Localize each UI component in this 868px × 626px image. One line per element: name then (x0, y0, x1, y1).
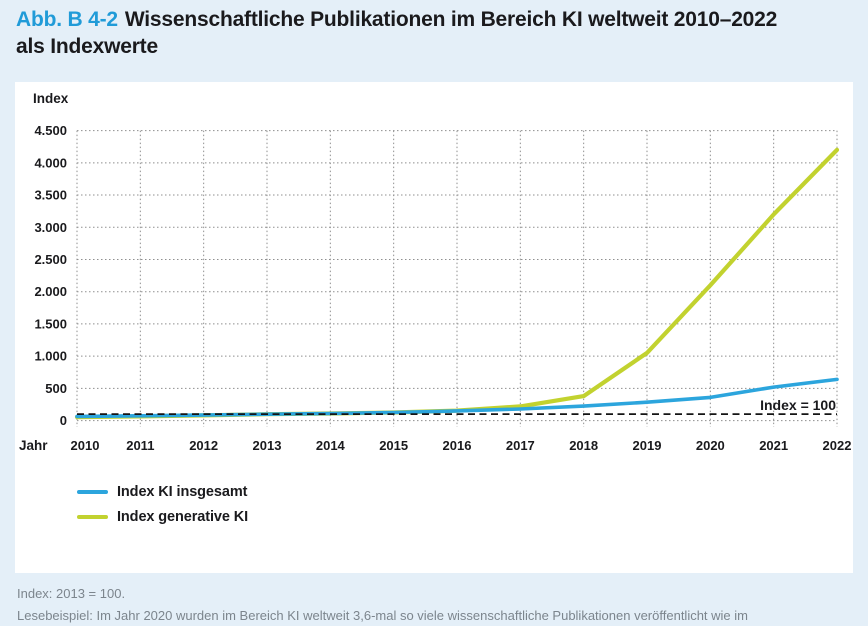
x-axis-label: Jahr (19, 438, 48, 453)
legend-swatch-green-line (77, 514, 108, 520)
x-tick-label: 2011 (126, 438, 154, 453)
figure-footnotes: Index: 2013 = 100. Lesebeispiel: Im Jahr… (17, 583, 857, 626)
legend-label-generative-ki: Index generative KI (117, 509, 249, 525)
x-tick-label: 2019 (633, 438, 662, 453)
y-tick-label: 4.000 (34, 155, 67, 170)
footnote-lesebeispiel: Lesebeispiel: Im Jahr 2020 wurden im Ber… (17, 608, 748, 623)
y-tick-label: 3.000 (34, 220, 67, 235)
x-tick-label: 2018 (569, 438, 598, 453)
chart-legend: Index KI insgesamt Index generative KI (77, 481, 248, 528)
legend-label-ki-insgesamt: Index KI insgesamt (117, 484, 248, 500)
y-tick-label: 1.000 (34, 349, 67, 364)
y-tick-label: 0 (60, 413, 67, 428)
x-tick-label: 2012 (189, 438, 218, 453)
x-tick-label: 2020 (696, 438, 725, 453)
line-index-ki-insgesamt (75, 377, 839, 419)
figure-title-text-line2: als Indexwerte (16, 35, 158, 58)
legend-item-generative-ki: Index generative KI (77, 506, 248, 528)
y-tick-label: 1.500 (34, 316, 67, 331)
y-tick-label: 3.500 (34, 188, 67, 203)
x-tick-label: 2014 (316, 438, 346, 453)
figure-title: Abb. B 4-2 Wissenschaftliche Publikatione… (16, 6, 854, 60)
x-tick-label: 2021 (759, 438, 788, 453)
y-axis-label: Index (33, 91, 69, 106)
legend-item-ki-insgesamt: Index KI insgesamt (77, 481, 248, 503)
line-chart: Index = 100 Index 0 500 1.000 1.500 2.000 2.500… (15, 82, 853, 573)
chart-panel: Index = 100 Index 0 500 1.000 1.500 2.000 2.500… (15, 82, 853, 573)
y-tick-label: 500 (45, 381, 67, 396)
y-tick-label: 2.000 (34, 284, 67, 299)
chart-svg: Index = 100 Index 0 500 1.000 1.500 2.000 2.500… (19, 91, 852, 453)
figure-title-text-line1: Wissenschaftliche Publikationen im Berei… (124, 8, 778, 31)
x-tick-label: 2010 (71, 438, 100, 453)
reference-line-label: Index = 100 (760, 397, 836, 413)
figure-number: Abb. B 4-2 (16, 8, 118, 31)
x-tick-label: 2013 (253, 438, 282, 453)
x-tick-label: 2022 (823, 438, 852, 453)
y-tick-label: 4.500 (34, 123, 67, 138)
x-tick-label: 2016 (443, 438, 472, 453)
x-tick-label: 2017 (506, 438, 535, 453)
legend-swatch-blue-line (77, 489, 108, 495)
x-tick-label: 2015 (379, 438, 408, 453)
y-tick-label: 2.500 (34, 252, 67, 267)
footnote-index-base: Index: 2013 = 100. (17, 586, 126, 601)
